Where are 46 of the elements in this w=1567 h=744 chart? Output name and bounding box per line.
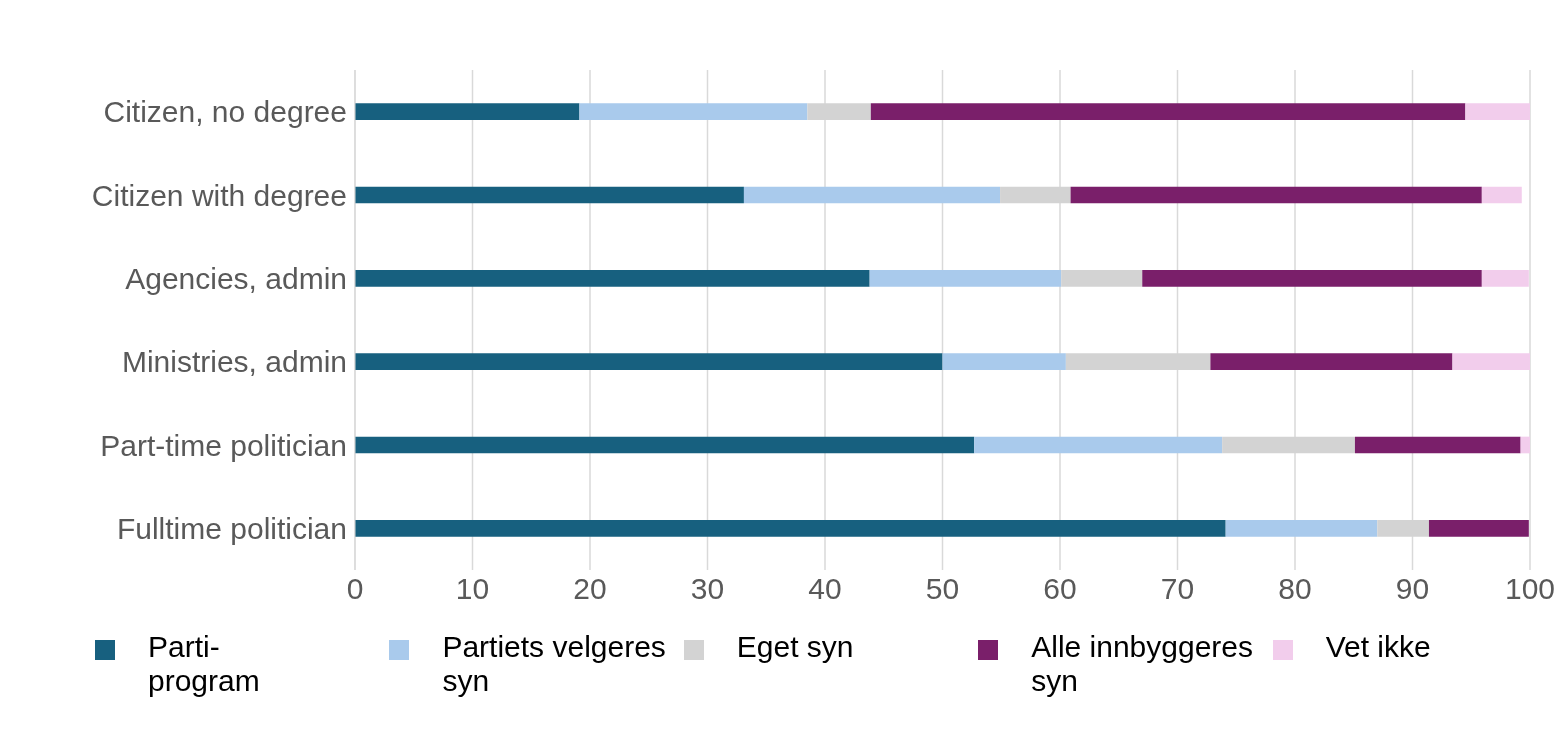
bar: [355, 353, 943, 370]
legend-label: Parti-program: [148, 630, 260, 698]
bar: [579, 103, 808, 120]
bar: [1210, 353, 1453, 370]
legend-label: Vet ikke: [1325, 630, 1432, 664]
bar: [1520, 436, 1530, 454]
bar: [1452, 353, 1530, 370]
legend-label: Partiets velgeres syn: [442, 630, 667, 698]
x-tick-label: 90: [1395, 572, 1430, 606]
bar: [1225, 520, 1378, 537]
x-tick-label: 70: [1160, 572, 1195, 606]
bar: [1428, 520, 1529, 537]
bar: [1061, 270, 1143, 287]
x-tick-label: 10: [455, 572, 490, 606]
bar: [1481, 270, 1529, 287]
bar: [870, 103, 1466, 120]
y-tick-label: Fulltime politician: [116, 511, 347, 545]
legend-label: Alle innbyggeres syn: [1031, 630, 1255, 698]
bar: [743, 186, 1001, 204]
x-tick-label: 100: [1504, 572, 1556, 606]
x-tick-label: 60: [1043, 572, 1077, 606]
bar: [1142, 270, 1482, 287]
legend-label: Eget syn: [736, 630, 855, 664]
bar: [355, 270, 870, 287]
bar: [1070, 186, 1482, 204]
x-tick-label: 50: [925, 572, 960, 606]
y-tick-label: Citizen, no degree: [103, 95, 347, 129]
bar: [1465, 103, 1530, 120]
x-tick-label: 80: [1278, 572, 1312, 606]
bar: [355, 436, 975, 454]
bar: [942, 353, 1066, 370]
bar: [355, 103, 580, 120]
y-tick-label: Agencies, admin: [125, 261, 347, 295]
y-tick-label: Ministries, admin: [121, 345, 347, 379]
bar: [869, 270, 1062, 287]
y-tick-label: Part-time politician: [100, 428, 347, 462]
x-tick-label: 0: [346, 572, 364, 606]
bar: [1354, 436, 1521, 454]
y-tick-label: Citizen with degree: [91, 178, 347, 212]
x-tick-label: 20: [573, 572, 607, 606]
bar: [1481, 186, 1522, 204]
bar: [355, 520, 1226, 537]
x-tick-label: 30: [690, 572, 725, 606]
bar: [974, 436, 1223, 454]
x-tick-label: 40: [808, 572, 842, 606]
bar: [355, 186, 744, 204]
